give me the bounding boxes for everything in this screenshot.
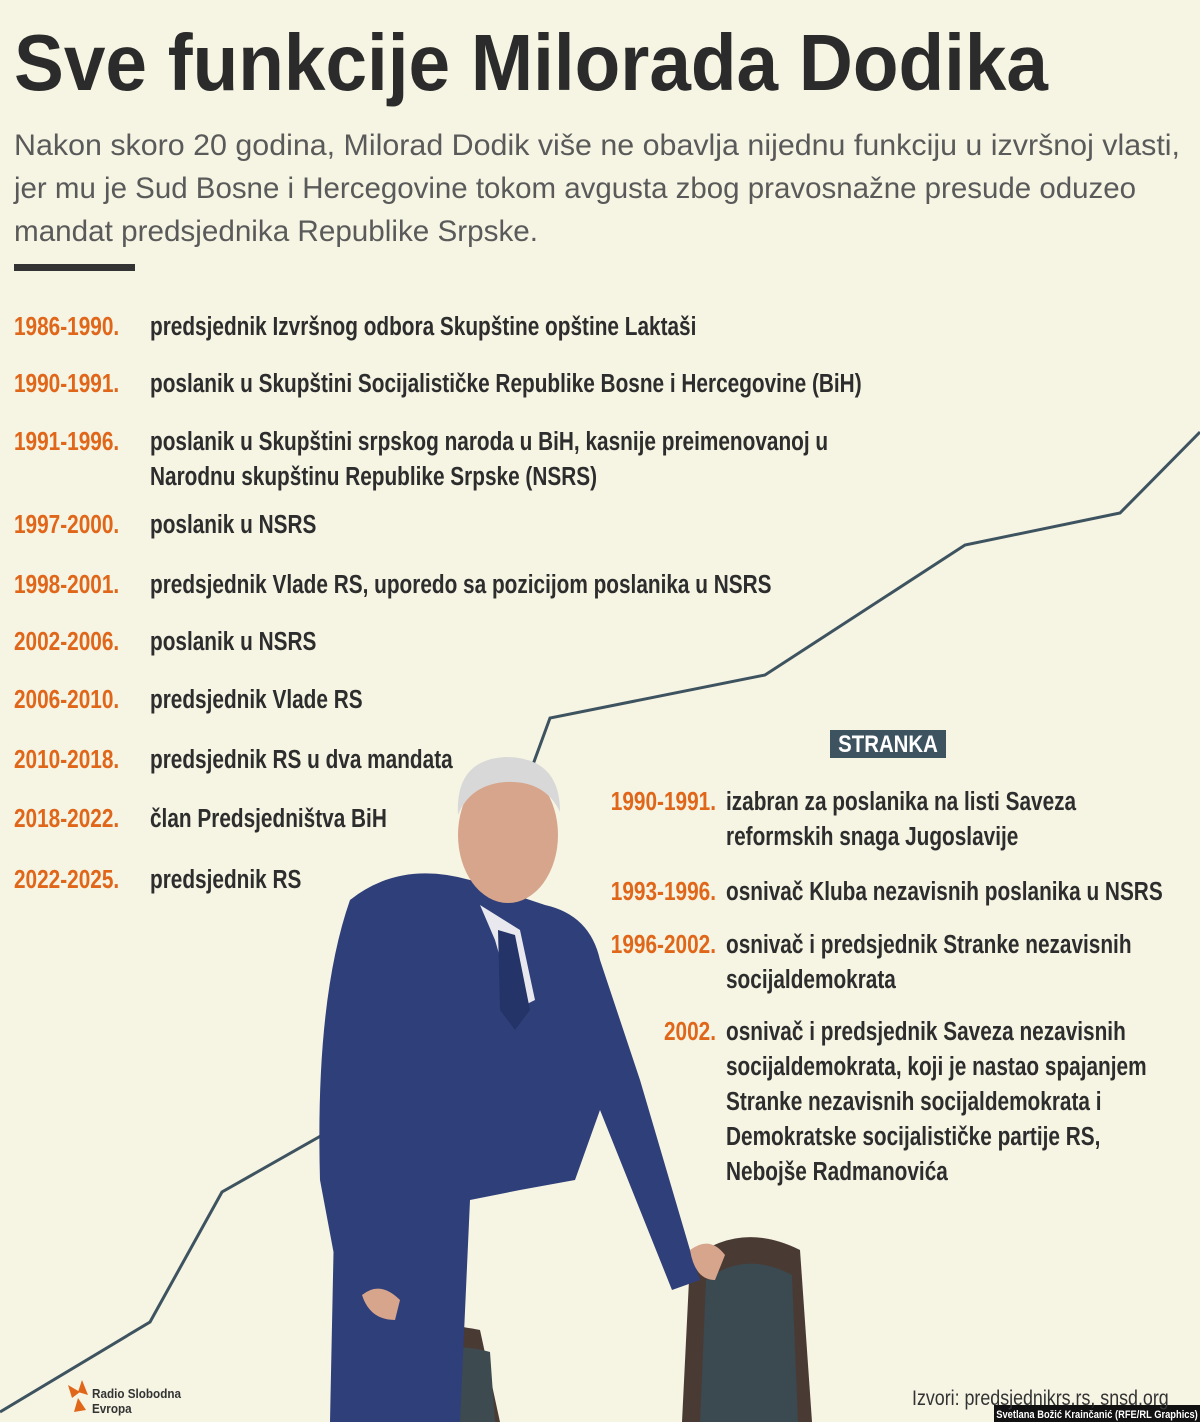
party-text: socijaldemokrata, koji je nastao spajanj… <box>726 1052 1147 1081</box>
logo-text: Evropa <box>92 1401 132 1416</box>
party-text: osnivač i predsjednik Saveza nezavisnih <box>726 1017 1126 1046</box>
function-years: 1998-2001. <box>14 570 119 599</box>
party-text: Demokratske socijalističke partije RS, <box>726 1122 1100 1151</box>
party-years: 2002. <box>664 1017 716 1046</box>
sources: Izvori: predsjednikrs.rs, snsd.org <box>912 1387 1169 1411</box>
function-text: predsjednik Vlade RS <box>150 685 363 714</box>
function-text: predsjednik Vlade RS, uporedo sa pozicij… <box>150 570 771 599</box>
title: Sve funkcije Milorada Dodika <box>14 18 1048 107</box>
photo <box>319 757 812 1422</box>
function-years: 1997-2000. <box>14 510 119 539</box>
function-text: član Predsjedništva BiH <box>150 804 387 833</box>
function-text: poslanik u NSRS <box>150 510 316 539</box>
credit: Svetlana Božić Krainčanić (RFE/RL Graphi… <box>996 1409 1198 1421</box>
party-text: reformskih snaga Jugoslavije <box>726 822 1018 851</box>
subtitle-line: jer mu je Sud Bosne i Hercegovine tokom … <box>13 172 1136 205</box>
function-text: poslanik u Skupštini srpskog naroda u Bi… <box>150 427 828 456</box>
credit-bg <box>994 1405 1200 1422</box>
party-text: izabran za poslanika na listi Saveza <box>726 787 1077 816</box>
function-years: 2002-2006. <box>14 627 119 656</box>
party-text: socijaldemokrata <box>726 965 897 994</box>
logo-icon <box>68 1380 88 1412</box>
party-tag-bg <box>830 730 946 758</box>
function-years: 1990-1991. <box>14 369 119 398</box>
party-years: 1990-1991. <box>611 787 716 816</box>
logo-text: Radio Slobodna <box>92 1386 181 1401</box>
function-text: Narodnu skupštinu Republike Srpske (NSRS… <box>150 462 597 491</box>
subtitle-line: mandat predsjednika Republike Srpske. <box>14 215 538 248</box>
function-years: 2018-2022. <box>14 804 119 833</box>
function-years: 1986-1990. <box>14 312 119 341</box>
function-text: predsjednik RS u dva mandata <box>150 745 453 774</box>
title-underline <box>14 264 135 271</box>
function-text: predsjednik RS <box>150 865 301 894</box>
function-years: 2010-2018. <box>14 745 119 774</box>
party-text: osnivač i predsjednik Stranke nezavisnih <box>726 930 1132 959</box>
function-years: 2022-2025. <box>14 865 119 894</box>
party-label: STRANKA <box>838 730 938 757</box>
function-text: predsjednik Izvršnog odbora Skupštine op… <box>150 312 696 341</box>
subtitle-line: Nakon skoro 20 godina, Milorad Dodik viš… <box>14 129 1180 162</box>
function-years: 1991-1996. <box>14 427 119 456</box>
function-text: poslanik u Skupštini Socijalističke Repu… <box>150 369 862 398</box>
party-years: 1993-1996. <box>611 877 716 906</box>
party-text: Nebojše Radmanovića <box>726 1157 949 1186</box>
function-text: poslanik u NSRS <box>150 627 316 656</box>
function-years: 2006-2010. <box>14 685 119 714</box>
party-text: osnivač Kluba nezavisnih poslanika u NSR… <box>726 877 1163 906</box>
party-years: 1996-2002. <box>611 930 716 959</box>
party-text: Stranke nezavisnih socijaldemokrata i <box>726 1087 1102 1116</box>
